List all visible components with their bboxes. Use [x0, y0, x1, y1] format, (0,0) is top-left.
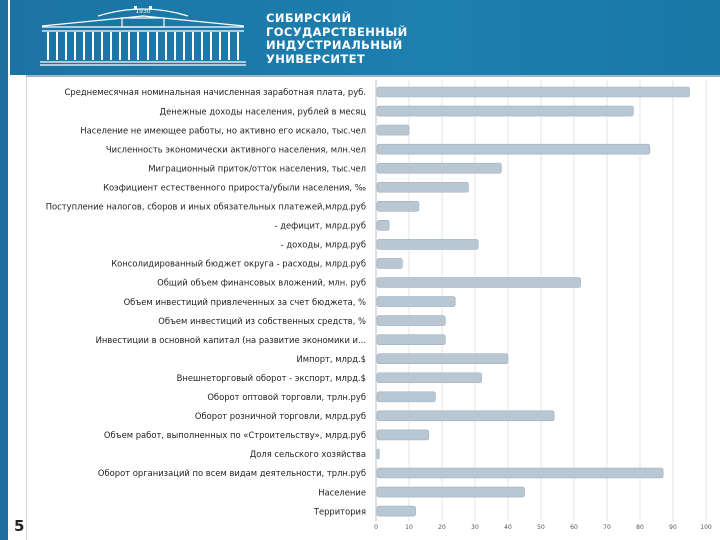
chart-x-ticks: 0 10 20 30 40 50 60 70 80 90 100 [374, 524, 712, 531]
bar [376, 467, 664, 479]
chart-bars [376, 86, 690, 517]
category-label: Денежные доходы населения, рублей в меся… [160, 106, 367, 116]
bar [376, 105, 634, 117]
category-label: Поступление налогов, сборов и иных обяза… [46, 202, 366, 212]
x-tick-label: 20 [438, 524, 446, 531]
chart-category-labels: Среднемесячная номинальная начисленная з… [46, 87, 367, 516]
x-tick-label: 60 [570, 524, 578, 531]
category-label: Оборот розничной торговли, млрд.руб [195, 411, 366, 421]
bar [376, 410, 555, 422]
bar [376, 181, 469, 193]
slide-header: 1930 СИБИРСКИЙ ГОСУДАРСТВЕННЫЙ ИНДУСТРИА… [10, 0, 720, 75]
left-accent-strip [0, 0, 8, 540]
category-label: Инвестиции в основной капитал (на развит… [96, 335, 366, 345]
category-label: Миграционный приток/отток населения, тыс… [148, 163, 366, 173]
category-label: Население не имеющее работы, но активно … [80, 125, 366, 135]
category-label: Консолидированный бюджет округа - расход… [111, 259, 366, 269]
university-building-emblem: 1930 [40, 6, 246, 66]
bar [376, 86, 690, 98]
category-label: Объем инвестиций из собственных средств,… [158, 316, 366, 326]
x-tick-label: 40 [504, 524, 512, 531]
category-label: Территория [313, 506, 366, 516]
page-number: 5 [14, 517, 25, 535]
university-name-line: ГОСУДАРСТВЕННЫЙ [266, 24, 408, 39]
category-label: Импорт, млрд.$ [297, 354, 366, 364]
bar [376, 239, 479, 250]
bar [376, 334, 446, 345]
x-tick-label: 90 [669, 524, 677, 531]
category-label: Население [318, 487, 366, 497]
category-label: Общий объем финансовых вложений, млн. ру… [157, 278, 366, 288]
bar [376, 201, 420, 212]
category-label: Среднемесячная номинальная начисленная з… [65, 87, 366, 97]
category-label: - дефицит, млрд.руб [275, 221, 366, 231]
university-name-line: УНИВЕРСИТЕТ [266, 51, 366, 66]
x-tick-label: 30 [471, 524, 479, 531]
category-label: Доля сельского хозяйства [250, 449, 366, 459]
bar [376, 505, 416, 517]
x-tick-label: 70 [603, 524, 611, 531]
university-name-line: СИБИРСКИЙ [266, 11, 352, 25]
bar [376, 429, 430, 441]
category-label: Оборот оптовой торговли, трлн.руб [207, 392, 366, 402]
header-divider [26, 75, 720, 77]
x-tick-label: 10 [405, 524, 413, 531]
bar [376, 486, 525, 498]
category-label: Внешнеторговый оборот - экспорт, млрд.$ [177, 373, 366, 383]
category-label: Оборот организаций по всем видам деятель… [98, 468, 366, 478]
university-name: СИБИРСКИЙ ГОСУДАРСТВЕННЫЙ ИНДУСТРИАЛЬНЫЙ… [266, 11, 408, 66]
category-label: Численность экономически активного насел… [106, 144, 366, 154]
bar [376, 258, 403, 269]
bar [376, 124, 410, 136]
bar [376, 143, 651, 155]
bar [376, 391, 436, 403]
category-label: Коэфициент естественного прироста/убыли … [103, 182, 366, 192]
x-tick-label: 100 [700, 524, 712, 531]
university-name-line: ИНДУСТРИАЛЬНЫЙ [266, 38, 403, 52]
bar [376, 162, 502, 174]
bar [376, 372, 482, 384]
bar [376, 315, 446, 326]
x-tick-label: 0 [374, 524, 378, 531]
category-label: Объем инвестиций привлеченных за счет бю… [124, 297, 366, 307]
bar [376, 448, 380, 460]
x-tick-label: 50 [537, 524, 545, 531]
bar [376, 353, 509, 365]
category-label: - доходы, млрд.руб [281, 240, 366, 250]
bar [376, 296, 456, 307]
x-tick-label: 80 [636, 524, 644, 531]
bar [376, 220, 390, 231]
category-label: Объем работ, выполненных по «Строительст… [104, 430, 366, 440]
emblem-year: 1930 [135, 8, 150, 15]
bar [376, 277, 581, 288]
